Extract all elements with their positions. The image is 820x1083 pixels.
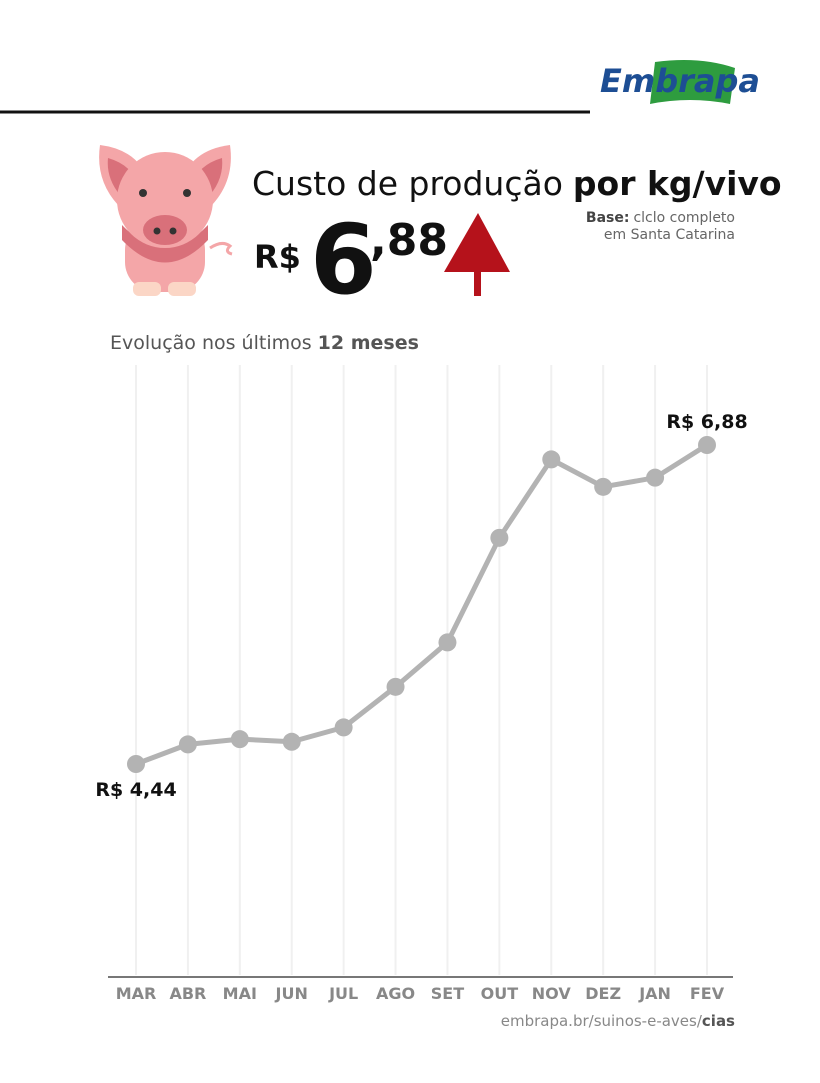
chart-title-light: Evolução nos últimos [110, 332, 312, 354]
data-point [594, 477, 613, 496]
data-point [178, 735, 197, 754]
data-point [438, 633, 457, 652]
chart-title-bold: 12 meses [318, 332, 419, 354]
footer-url: embrapa.br/suinos-e-aves/ [501, 1012, 703, 1030]
logo-text: Embrapa [600, 62, 760, 100]
headline: Custo de produção por kg/vivo [252, 164, 782, 203]
x-tick-label: JUN [275, 984, 308, 1003]
value-label: R$ 6,88 [666, 411, 747, 433]
chart-title: Evolução nos últimos 12 meses [110, 332, 419, 354]
logo: Embrapa [600, 60, 760, 104]
x-tick-label: ABR [169, 984, 206, 1003]
x-tick-label: MAR [116, 984, 157, 1003]
x-tick-label: AGO [376, 984, 415, 1003]
value-label: R$ 4,44 [95, 779, 176, 801]
currency: R$ [254, 238, 301, 276]
data-point [282, 732, 301, 751]
data-point [490, 528, 509, 547]
x-tick-label: JUL [328, 984, 358, 1003]
data-point [386, 677, 405, 696]
footer: embrapa.br/suinos-e-aves/cias [501, 1012, 735, 1030]
data-point [698, 436, 716, 454]
data-point [230, 730, 249, 749]
price-decimal: ,88 [370, 215, 448, 266]
x-tick-label: NOV [532, 984, 572, 1003]
x-tick-label: MAI [223, 984, 257, 1003]
base-label: Base: [586, 210, 630, 226]
x-tick-label: SET [431, 984, 464, 1003]
headline-bold: por kg/vivo [573, 164, 782, 203]
base-text: em Santa Catarina [604, 227, 735, 243]
base-note: Base: clclo completo [586, 210, 735, 226]
headline-light: Custo de produção [252, 164, 563, 203]
base-text: clclo completo [633, 210, 735, 226]
pig-icon [99, 145, 233, 296]
data-point [127, 755, 145, 773]
price-integer: 6 [310, 204, 377, 316]
x-tick-label: FEV [690, 984, 725, 1003]
data-point [334, 718, 353, 737]
footer-url-bold: cias [702, 1012, 735, 1030]
up-arrow [444, 213, 510, 296]
x-tick-label: DEZ [585, 984, 621, 1003]
data-line [135, 442, 709, 767]
x-tick-label: OUT [481, 984, 519, 1003]
x-tick-label: JAN [638, 984, 671, 1003]
data-point [646, 468, 665, 487]
data-point [542, 450, 561, 469]
